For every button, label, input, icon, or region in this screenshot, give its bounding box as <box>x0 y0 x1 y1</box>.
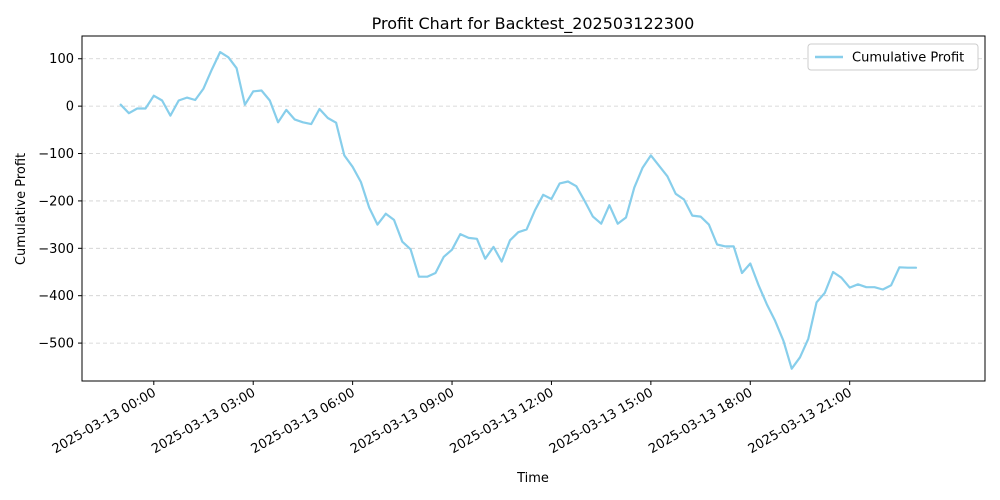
y-axis: 100 0 −100 −200 −300 −400 −500 <box>38 52 82 352</box>
legend-box <box>807 43 979 71</box>
chart-title: Profit Chart for Backtest_202503122300 <box>372 14 695 34</box>
series-layer <box>119 50 918 370</box>
y-tick-label: −200 <box>38 194 74 209</box>
y-axis-title: Cumulative Profit <box>14 153 29 265</box>
legend: Cumulative Profit <box>807 43 979 71</box>
legend-label: Cumulative Profit <box>852 51 964 66</box>
y-tick-label: −400 <box>38 289 74 304</box>
y-tick-label: 0 <box>66 100 74 115</box>
y-tick-label: −300 <box>38 242 74 257</box>
y-tick-label: −500 <box>38 337 74 352</box>
grid-lines <box>82 58 985 344</box>
series-line-cumulative-profit <box>119 50 918 370</box>
y-tick-label: −100 <box>38 147 74 162</box>
y-tick-label: 100 <box>49 52 74 67</box>
plot-frame <box>81 35 986 382</box>
x-axis-title: Time <box>516 471 549 486</box>
